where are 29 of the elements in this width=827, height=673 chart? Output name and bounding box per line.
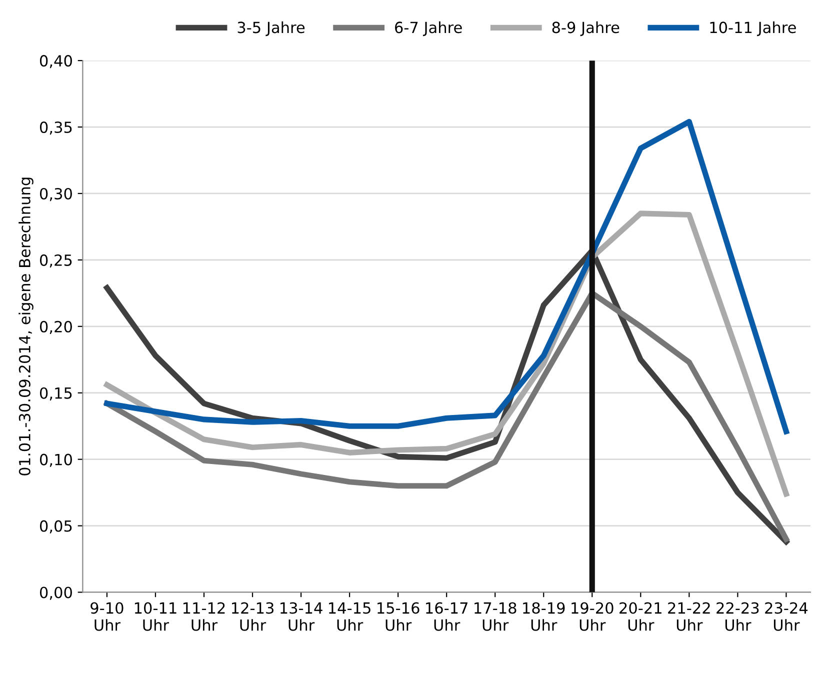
y-tick-label: 0,00 — [40, 586, 72, 600]
x-tick-label: 9-10 Uhr — [90, 602, 124, 631]
y-tick-label: 0,10 — [40, 454, 72, 467]
x-tick-label: 10-11 Uhr — [134, 602, 176, 631]
x-tick-label: 19-20 Uhr — [572, 602, 614, 631]
y-tick-label: 0,40 — [40, 55, 72, 68]
x-tick-label: 12-13 Uhr — [232, 602, 274, 631]
y-tick-label: 0,05 — [40, 520, 72, 534]
x-tick-label: 13-14 Uhr — [280, 602, 322, 631]
x-tick-label: 17-18 Uhr — [474, 602, 516, 631]
x-tick-label: 16-17 Uhr — [426, 602, 468, 631]
x-tick-label: 22-23 Uhr — [716, 602, 759, 631]
x-tick-label: 18-19 Uhr — [523, 602, 565, 631]
legend-label: 3-5 Jahre — [238, 21, 305, 36]
x-tick-label: 21-22 Uhr — [668, 602, 710, 631]
legend-label: 6-7 Jahre — [395, 21, 462, 36]
x-tick-label: 14-15 Uhr — [329, 602, 370, 631]
x-tick-label: 23-24 Uhr — [765, 602, 808, 631]
legend-label: 8-9 Jahre — [552, 21, 620, 36]
y-tick-label: 0,20 — [40, 320, 72, 334]
x-tick-label: 11-12 Uhr — [183, 602, 225, 631]
y-tick-label: 0,15 — [40, 387, 72, 400]
y-tick-label: 0,35 — [40, 121, 72, 135]
y-axis-title: 01.01.-30.09.2014, eigene Berechnung — [18, 178, 34, 476]
x-tick-label: 15-16 Uhr — [378, 602, 420, 631]
legend-label: 10-11 Jahre — [710, 21, 796, 36]
x-tick-label: 20-21 Uhr — [620, 602, 662, 631]
y-tick-label: 0,25 — [40, 254, 72, 268]
y-tick-label: 0,30 — [40, 188, 72, 202]
